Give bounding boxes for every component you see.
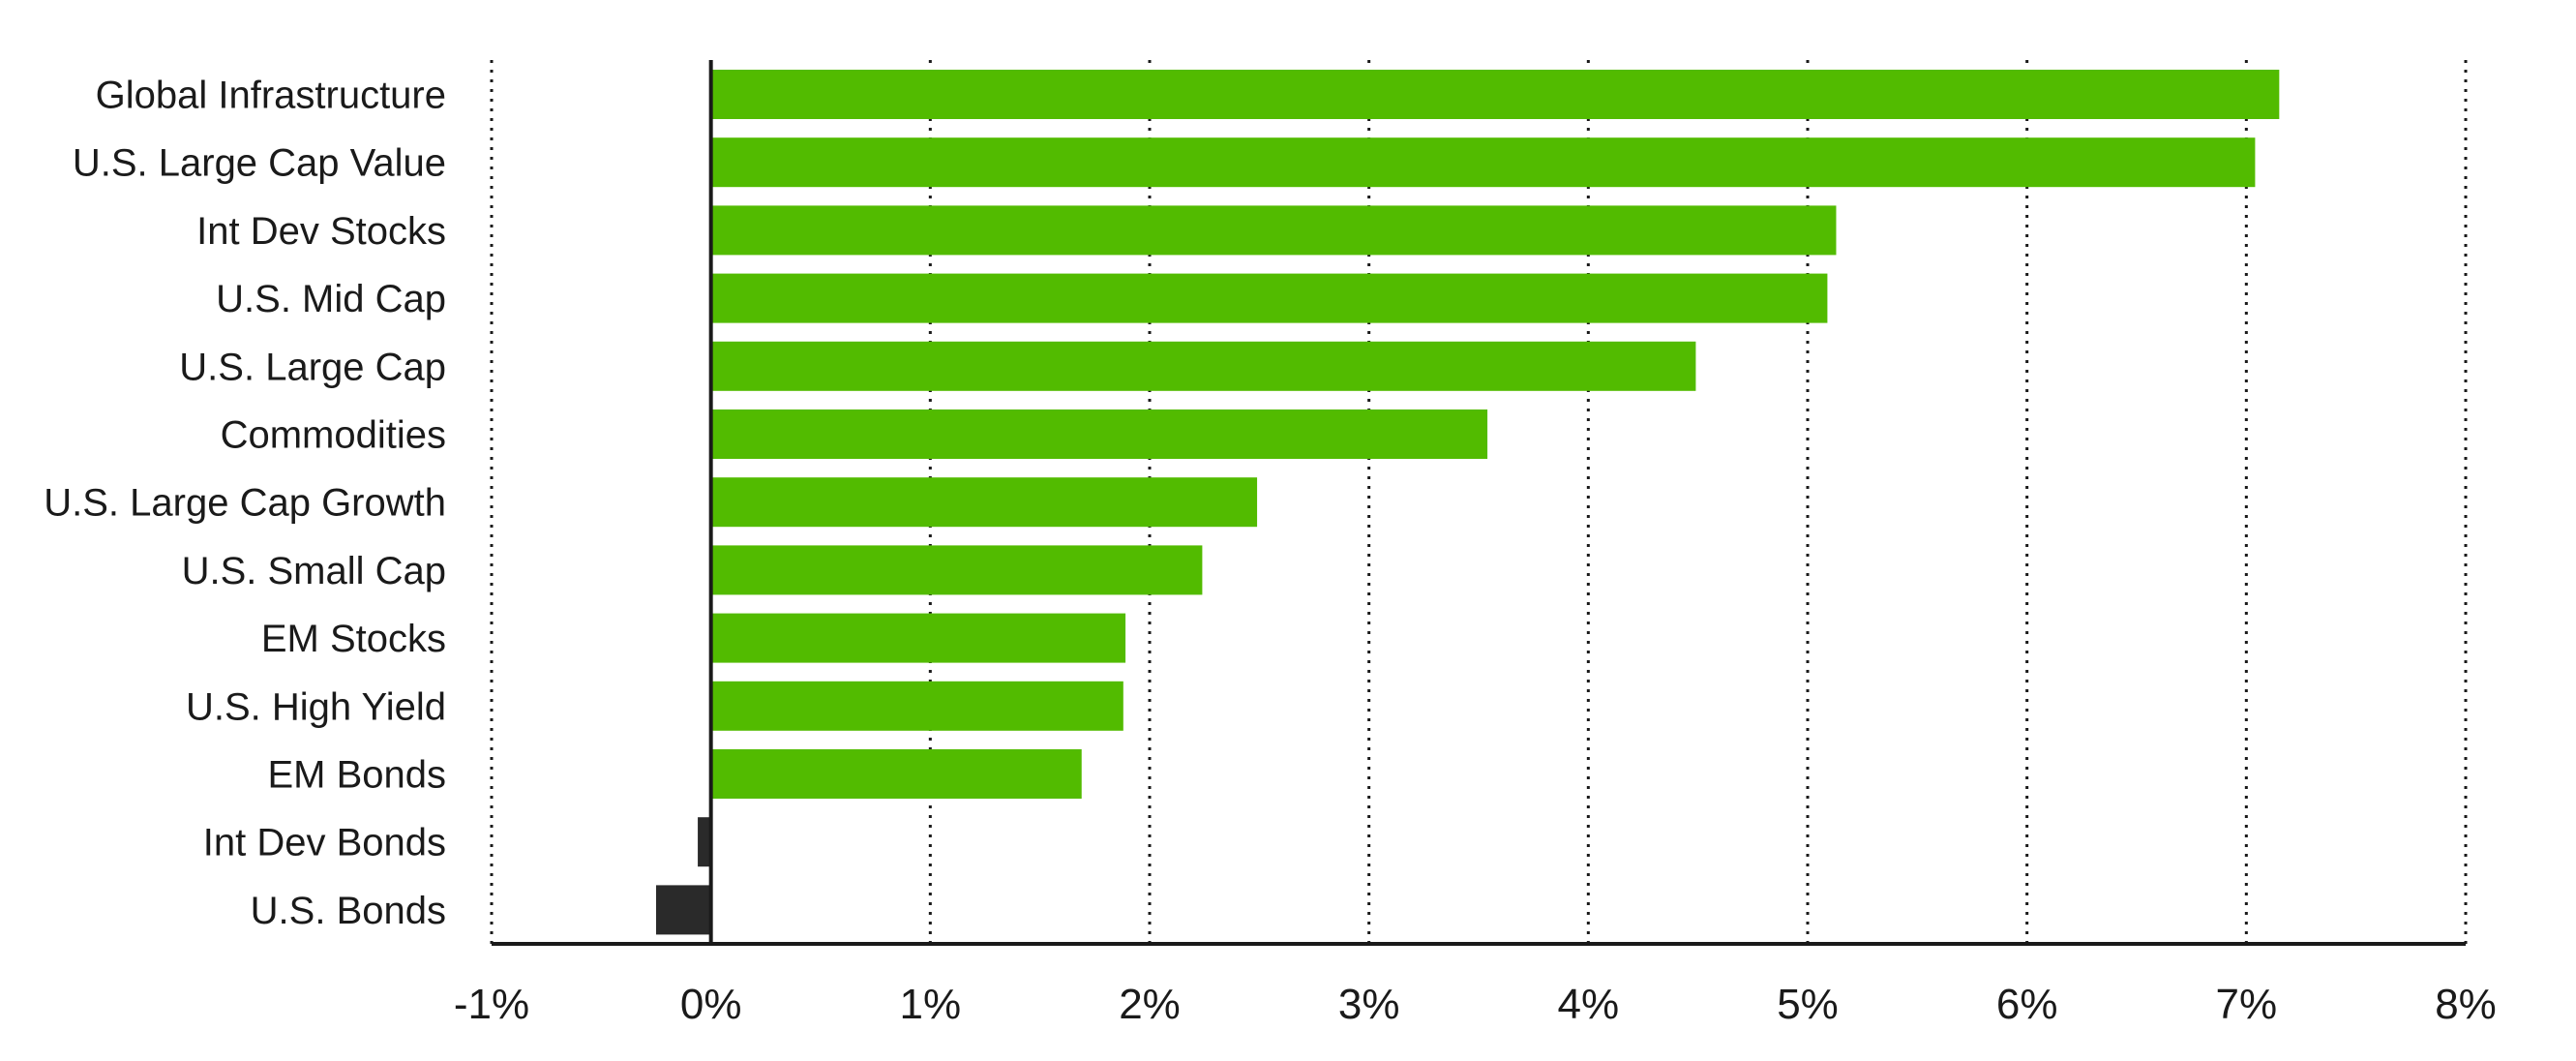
x-tick-label: 6% (1996, 981, 2058, 1028)
category-label: Commodities (221, 414, 446, 457)
tick-labels: -1% 0% 1% 2% 3% 4% 5% 6% 7% 8% (454, 981, 2497, 1028)
bars (656, 70, 2280, 935)
x-tick-label: 7% (2216, 981, 2278, 1028)
x-tick-label: 3% (1338, 981, 1400, 1028)
bar (710, 273, 1828, 323)
bar (710, 137, 2256, 188)
bar (710, 70, 2280, 119)
category-label: EM Stocks (261, 618, 446, 660)
x-tick-label: 0% (680, 981, 742, 1028)
category-label: U.S. Bonds (251, 890, 446, 932)
bar (656, 885, 711, 935)
category-label: U.S. High Yield (186, 685, 446, 728)
category-label: Global Infrastructure (96, 75, 446, 117)
axes (492, 60, 2466, 946)
bar (710, 545, 1203, 595)
category-label: U.S. Small Cap (182, 550, 446, 592)
category-label: U.S. Large Cap Growth (44, 482, 446, 525)
x-tick-label: 5% (1777, 981, 1839, 1028)
x-tick-label: -1% (454, 981, 529, 1028)
bar (710, 681, 1123, 731)
x-tick-label: 2% (1119, 981, 1181, 1028)
bar (710, 613, 1126, 663)
bar (710, 749, 1082, 799)
bar (710, 205, 1837, 256)
category-label: Int Dev Bonds (203, 822, 446, 864)
x-tick-label: 4% (1558, 981, 1620, 1028)
category-label: U.S. Mid Cap (216, 278, 446, 320)
bar (710, 409, 1488, 459)
category-label: U.S. Large Cap Value (73, 142, 446, 185)
category-label: Int Dev Stocks (196, 210, 446, 253)
x-tick-label: 1% (900, 981, 962, 1028)
category-labels: Global Infrastructure U.S. Large Cap Valu… (44, 75, 446, 932)
category-label: U.S. Large Cap (179, 346, 446, 388)
bar (710, 477, 1258, 528)
bar (710, 341, 1696, 391)
category-label: EM Bonds (267, 754, 446, 797)
x-tick-label: 8% (2435, 981, 2497, 1028)
bar (698, 817, 711, 867)
